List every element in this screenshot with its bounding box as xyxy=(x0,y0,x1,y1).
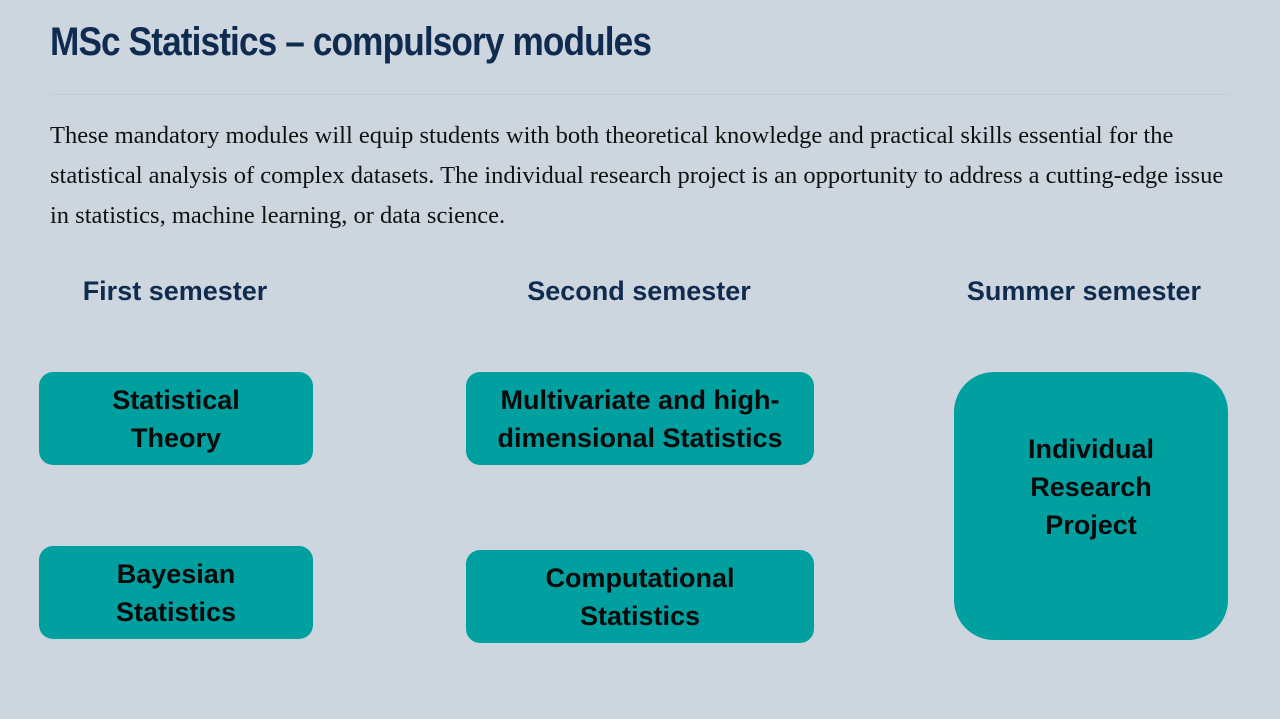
module-label: Bayesian Statistics xyxy=(115,558,237,627)
semester-heading-second: Second semester xyxy=(527,276,751,306)
module-computational-statistics: Computational Statistics xyxy=(466,550,814,643)
module-label: Individual Research Project xyxy=(1027,434,1154,540)
page-title: MSc Statistics – compulsory modules xyxy=(50,20,652,64)
module-label: Statistical Theory xyxy=(112,384,240,453)
semester-heading-summer: Summer semester xyxy=(966,276,1202,306)
module-multivariate-statistics: Multivariate and high-dimensional Statis… xyxy=(466,372,814,465)
semester-heading-first: First semester xyxy=(82,276,268,306)
module-label: Multivariate and high-dimensional Statis… xyxy=(497,384,783,453)
module-bayesian-statistics: Bayesian Statistics xyxy=(39,546,313,639)
divider xyxy=(50,94,1230,95)
module-label: Computational Statistics xyxy=(545,562,735,631)
module-individual-research-project: Individual Research Project xyxy=(954,372,1228,640)
module-statistical-theory: Statistical Theory xyxy=(39,372,313,465)
intro-text: These mandatory modules will equip stude… xyxy=(50,122,1224,229)
